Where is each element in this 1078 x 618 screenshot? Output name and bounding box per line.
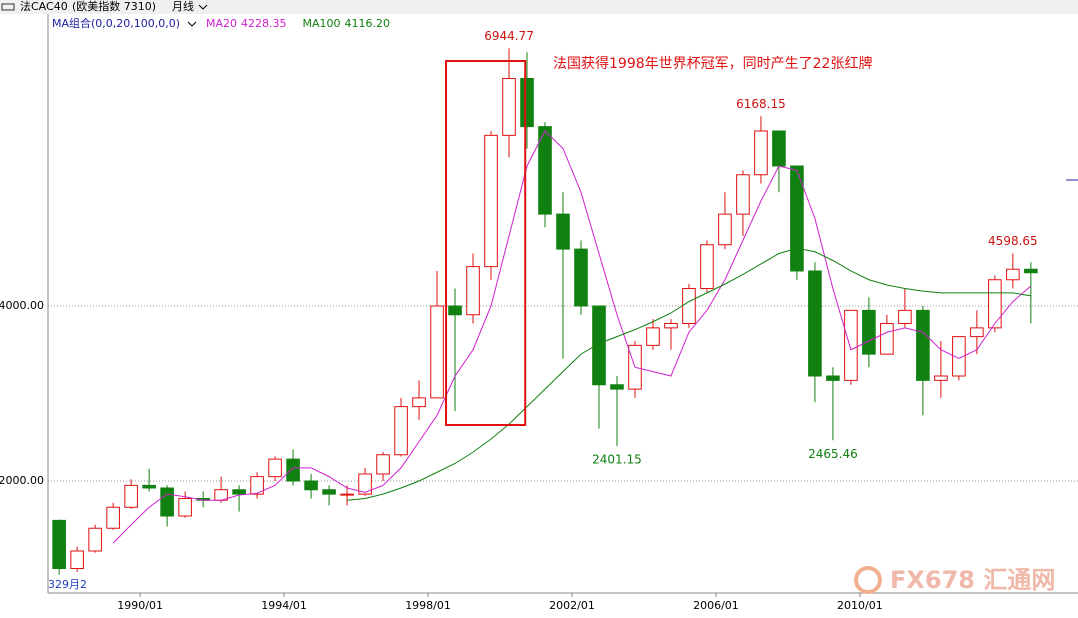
candle-body (286, 458, 300, 482)
period-dropdown[interactable] (198, 4, 208, 10)
candle-body (304, 480, 318, 491)
x-tick-label: 2002/01 (549, 599, 595, 612)
candle-body (250, 476, 264, 495)
x-tick-label: 2006/01 (693, 599, 739, 612)
candle-body (268, 458, 282, 478)
candle-body (916, 309, 930, 381)
candle-body (1024, 268, 1038, 274)
market: (欧美指数 7310) (72, 0, 156, 13)
candle-body (466, 266, 480, 316)
candle-body (844, 309, 858, 381)
candle-body (358, 473, 372, 495)
y-tick-label: 4000.00 (0, 299, 44, 312)
legend-name: MA100 (303, 17, 341, 30)
low-label: 329月2 (48, 578, 87, 591)
candle-body (394, 406, 408, 456)
candle-body (538, 126, 552, 215)
candle-body (106, 506, 120, 529)
candle-body (790, 165, 804, 272)
highlight-box (445, 59, 527, 426)
symbol: 法CAC40 (20, 0, 68, 13)
candle-body (772, 130, 786, 167)
watermark: FX678 汇通网 (890, 566, 1055, 594)
candle-body (970, 327, 984, 338)
candle-body (484, 134, 498, 268)
candle-body (574, 248, 588, 307)
candle-body (412, 397, 426, 408)
x-tick-label: 2010/01 (837, 599, 883, 612)
candle-body (952, 336, 966, 377)
ma-line (347, 247, 1031, 501)
legend-value: 4228.35 (241, 17, 287, 30)
candle-body (898, 309, 912, 324)
candle-body (646, 327, 660, 346)
candle-body (232, 489, 246, 495)
candle-body (502, 77, 516, 136)
x-tick-label: 1990/01 (117, 599, 163, 612)
note: 法国获得1998年世界杯冠军，同时产生了22张红牌 (553, 55, 872, 72)
candle-body (556, 213, 570, 250)
candle-body (880, 322, 894, 355)
annotation: 2465.46 (808, 447, 858, 461)
toolbar (0, 0, 1078, 14)
candle-body (988, 279, 1002, 329)
candle-body (682, 287, 696, 324)
candle-body (322, 489, 336, 495)
candle-body (70, 550, 84, 569)
candle-body (52, 519, 66, 569)
annotation: 6944.77 (484, 29, 534, 43)
candle-body (448, 305, 462, 316)
legend-name: MA20 (206, 17, 237, 30)
candle-body (88, 527, 102, 552)
y-tick-label: 2000.00 (0, 474, 44, 487)
indicator-dropdown[interactable] (187, 21, 197, 27)
candle-body (700, 244, 714, 289)
candle-body (664, 322, 678, 329)
annotation: 2401.15 (592, 452, 642, 466)
candle-body (934, 375, 948, 381)
annotation: 6168.15 (736, 97, 786, 111)
candle-body (376, 454, 390, 475)
candle-body (1006, 268, 1020, 281)
indicator-label: MA组合(0,0,20,100,0,0) (52, 16, 180, 30)
period[interactable]: 月线 (172, 0, 194, 13)
candle-body (736, 174, 750, 215)
candle-body (826, 375, 840, 381)
toolbar-icon (1, 3, 15, 11)
annotation: 4598.65 (988, 234, 1038, 248)
candle-body (718, 213, 732, 246)
candle-body (754, 130, 768, 176)
candle-body (178, 497, 192, 517)
watermark-logo (854, 566, 882, 594)
candle-body (520, 77, 534, 128)
candle-body (340, 493, 354, 496)
ma-line (112, 130, 1032, 544)
x-tick-label: 1998/01 (405, 599, 451, 612)
candle-body (142, 484, 156, 489)
candle-body (430, 305, 444, 399)
candle-body (610, 384, 624, 390)
candle-body (592, 305, 606, 386)
candle-body (160, 487, 174, 517)
x-tick-label: 1994/01 (261, 599, 307, 612)
candle-body (124, 484, 138, 508)
candle-body (862, 309, 876, 355)
candle-body (808, 270, 822, 377)
legend-value: 4116.20 (345, 17, 391, 30)
